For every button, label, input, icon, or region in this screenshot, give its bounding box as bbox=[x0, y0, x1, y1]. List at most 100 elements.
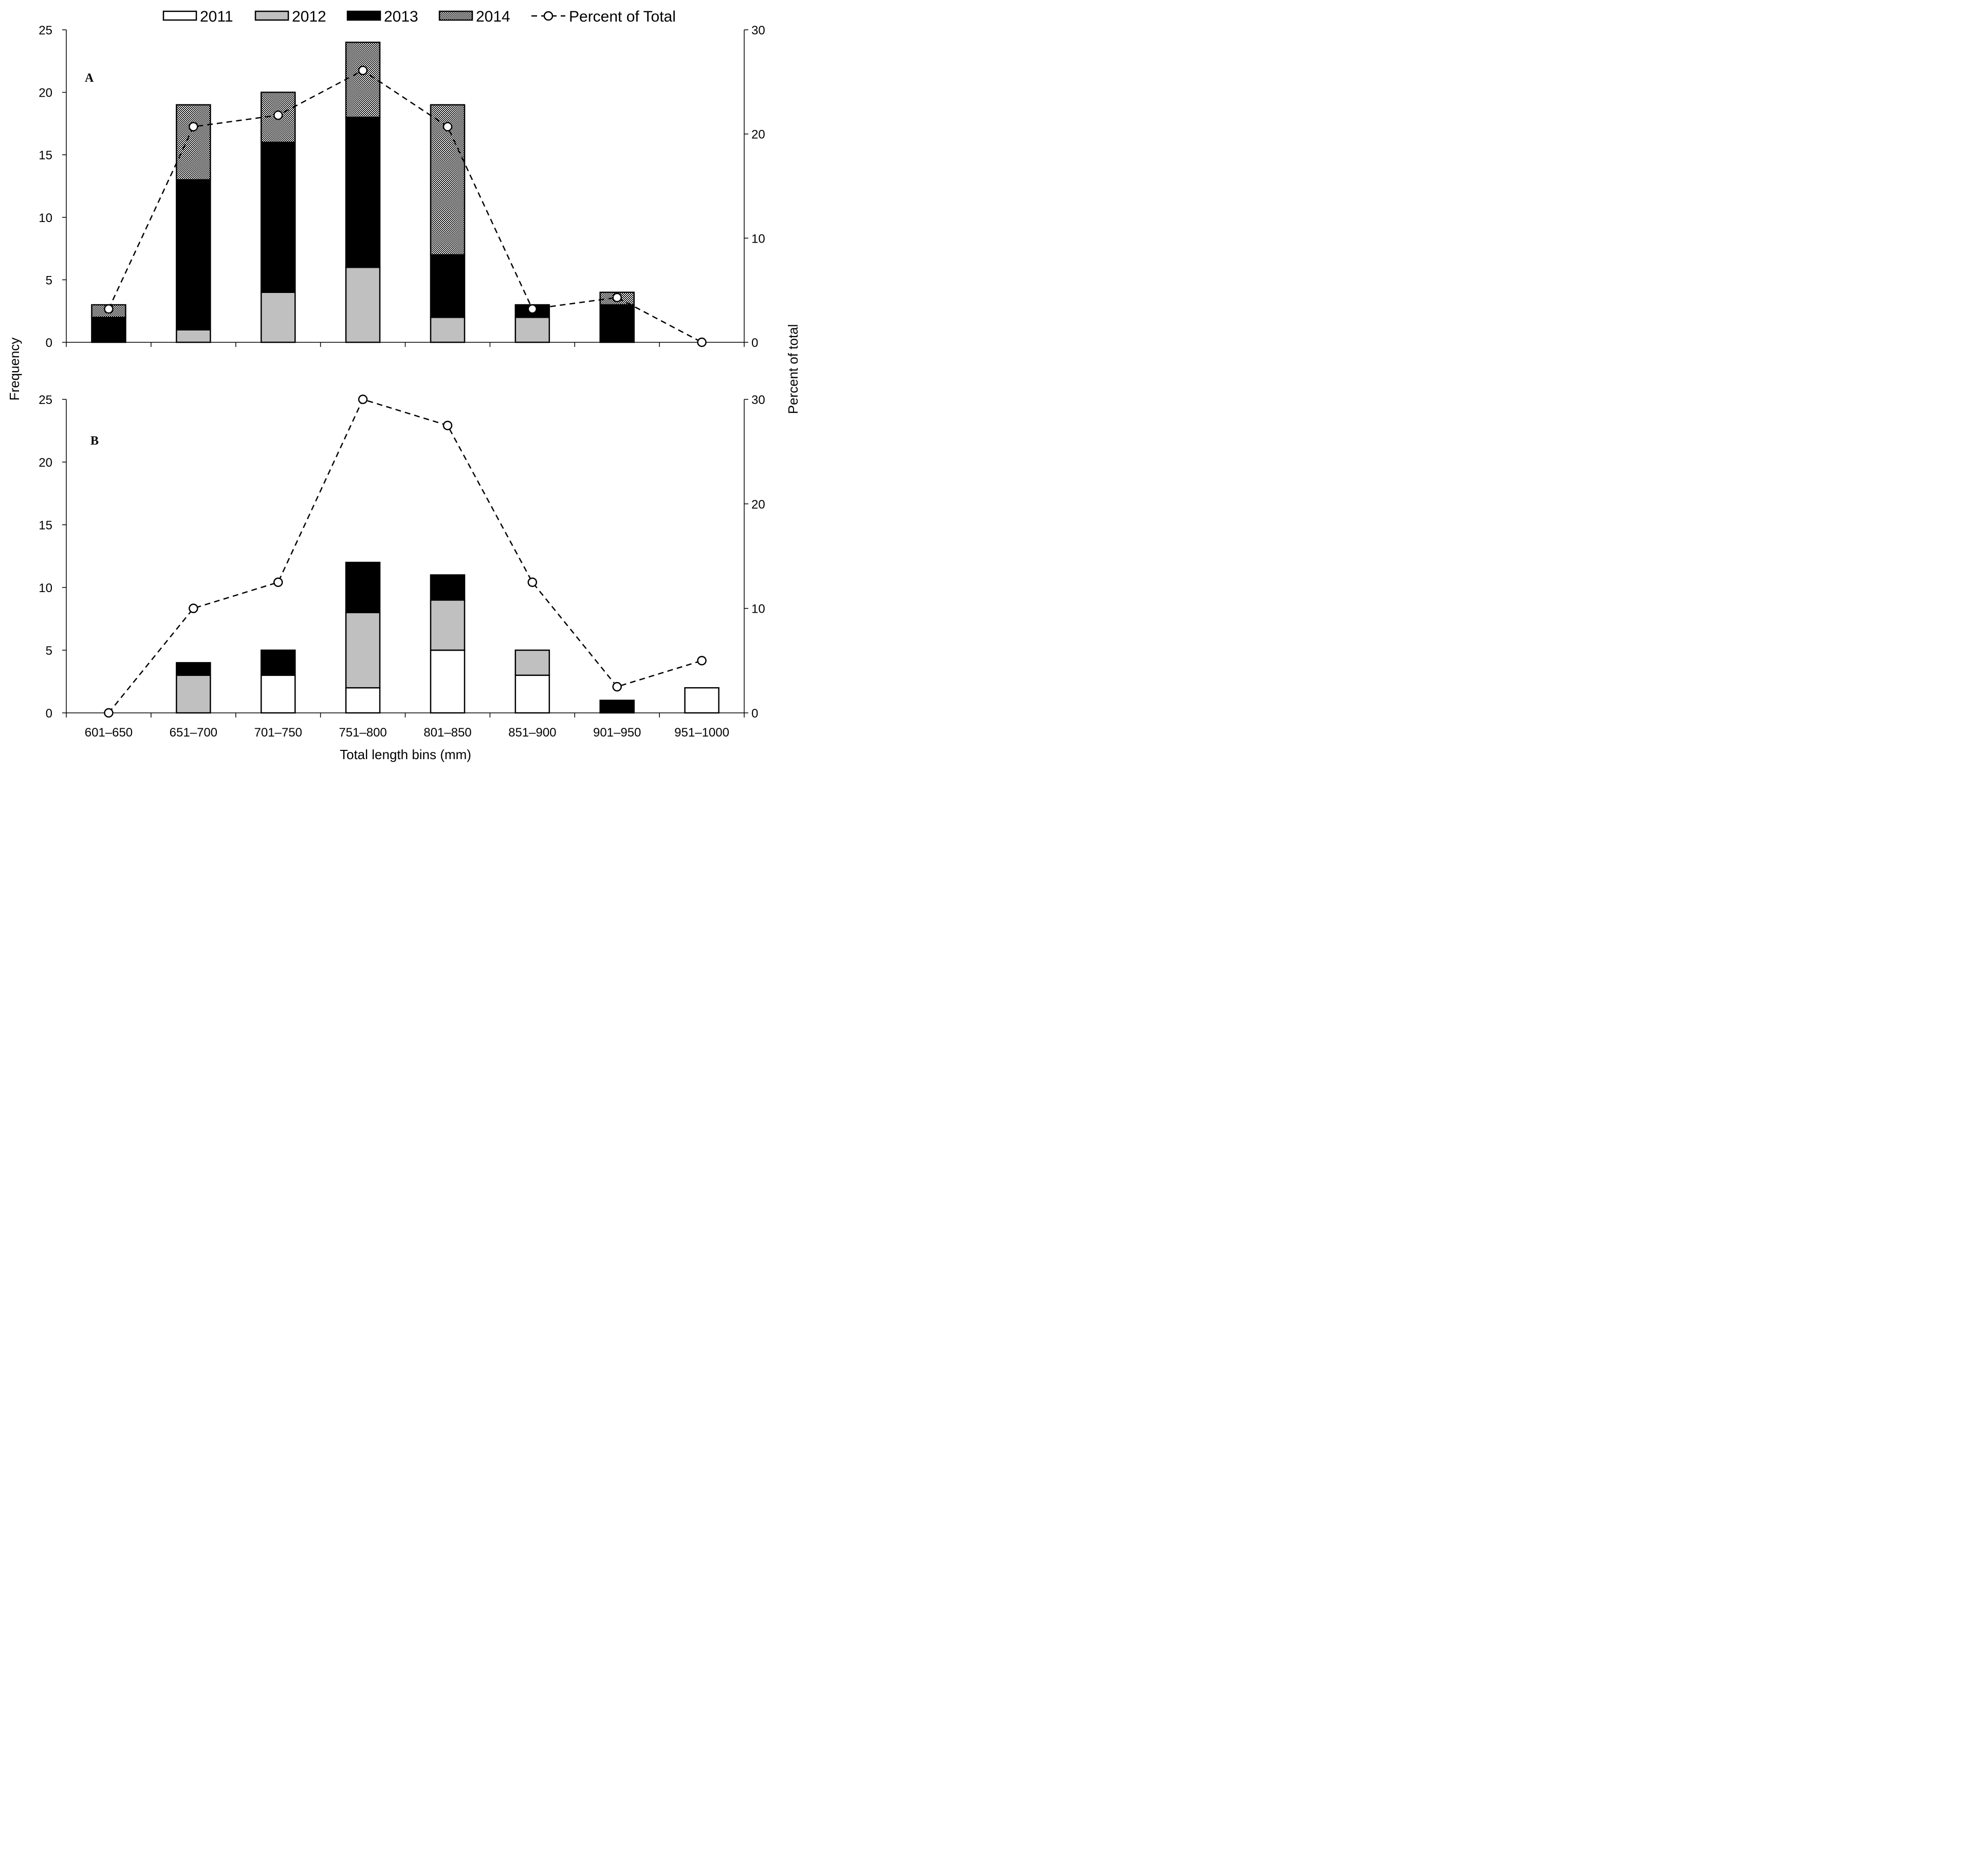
legend-label-2013: 2013 bbox=[384, 8, 418, 25]
y-tick-label-a: 20 bbox=[39, 86, 52, 100]
legend-swatch-2013 bbox=[346, 10, 381, 21]
y-tick-label-b: 5 bbox=[46, 644, 52, 658]
legend-swatch-2012 bbox=[254, 10, 289, 21]
bar-a-2013-0 bbox=[91, 317, 126, 343]
legend-item-2013: 2013 bbox=[346, 8, 418, 25]
y-tick-label-b: 25 bbox=[39, 393, 52, 407]
bar-a-2013-6 bbox=[599, 304, 635, 343]
percent-point-b-0 bbox=[104, 708, 114, 718]
figure: 2011 2012 2013 2014 Percent of Total Fre… bbox=[7, 8, 801, 762]
panel-a-bars bbox=[91, 42, 635, 343]
legend-item-2014: 2014 bbox=[438, 8, 510, 25]
bar-b-2013-3 bbox=[345, 561, 381, 614]
x-tick-label-3: 751–800 bbox=[339, 726, 386, 740]
percent-point-a-3 bbox=[358, 65, 368, 76]
legend-label-2011: 2011 bbox=[200, 8, 233, 25]
x-axis-labels: 601–650 651–700 701–750 751–800 801–850 851–9… bbox=[85, 726, 729, 740]
bar-b-2011-7 bbox=[684, 687, 720, 714]
y-tick-label-a: 5 bbox=[46, 273, 52, 287]
legend-marker-percent bbox=[543, 11, 554, 21]
panel-label-b: B bbox=[90, 434, 99, 448]
y2-tick-label-b: 30 bbox=[751, 393, 765, 407]
bar-a-2012-5 bbox=[514, 317, 550, 343]
panel-b: B 0 5 10 15 20 25 0 10 20 30 bbox=[39, 393, 765, 721]
y2-tick-label-a: 30 bbox=[751, 24, 765, 38]
percent-line-a bbox=[108, 69, 703, 343]
bar-b-2013-1 bbox=[176, 662, 211, 676]
legend-item-2011: 2011 bbox=[162, 8, 233, 25]
y-tick-label-b: 15 bbox=[39, 519, 52, 532]
percent-point-b-1 bbox=[189, 603, 198, 613]
x-tick-label-4: 801–850 bbox=[423, 726, 471, 740]
y-tick-label-b: 10 bbox=[39, 581, 52, 595]
y2-tick-label-a: 10 bbox=[751, 232, 765, 246]
legend-swatch-2011 bbox=[162, 10, 197, 21]
x-tick-label-2: 701–750 bbox=[254, 726, 302, 740]
bar-a-2012-1 bbox=[176, 329, 211, 343]
bar-a-2012-2 bbox=[260, 291, 296, 343]
percent-point-b-3 bbox=[358, 394, 368, 404]
percent-point-a-6 bbox=[612, 292, 622, 303]
y-tick-label-b: 0 bbox=[46, 707, 52, 721]
bar-a-2013-4 bbox=[430, 254, 466, 318]
y-tick-label-b: 20 bbox=[39, 456, 52, 470]
bar-a-2013-1 bbox=[176, 179, 211, 330]
panel-b-axes: 0 5 10 15 20 25 0 10 20 30 bbox=[39, 393, 765, 721]
bar-b-2013-4 bbox=[430, 574, 466, 601]
bar-b-2013-2 bbox=[260, 649, 296, 676]
percent-line-b bbox=[108, 398, 702, 713]
x-tick-label-0: 601–650 bbox=[85, 726, 133, 740]
panel-a-axes: 0 5 10 15 20 25 0 10 20 30 bbox=[39, 24, 765, 350]
legend: 2011 2012 2013 2014 Percent of Total bbox=[162, 8, 676, 25]
bar-b-2012-4 bbox=[430, 599, 466, 651]
percent-point-a-2 bbox=[273, 110, 283, 120]
y2-tick-label-a: 20 bbox=[751, 128, 765, 142]
x-tick-label-1: 651–700 bbox=[170, 726, 217, 740]
bar-a-2012-3 bbox=[345, 266, 381, 343]
bar-b-2012-3 bbox=[345, 612, 381, 689]
percent-point-a-1 bbox=[189, 122, 198, 132]
bar-b-2011-4 bbox=[430, 649, 466, 714]
bar-a-2014-1 bbox=[176, 104, 211, 181]
percent-point-b-7 bbox=[697, 656, 707, 666]
bar-a-2013-3 bbox=[345, 116, 381, 268]
percent-point-a-7 bbox=[697, 337, 707, 347]
y2-tick-label-b: 10 bbox=[751, 602, 765, 616]
y-tick-label-a: 0 bbox=[46, 336, 52, 350]
legend-label-2014: 2014 bbox=[476, 8, 510, 25]
panel-b-bars bbox=[176, 561, 720, 714]
x-tick-label-6: 901–950 bbox=[593, 726, 641, 740]
y-tick-label-a: 25 bbox=[39, 24, 52, 38]
percent-point-b-5 bbox=[527, 577, 538, 587]
bar-a-2014-3 bbox=[345, 42, 381, 118]
legend-item-2012: 2012 bbox=[254, 8, 326, 25]
y-axis-title: Frequency bbox=[7, 338, 22, 401]
bar-b-2011-5 bbox=[514, 674, 550, 714]
x-tick-label-7: 951–1000 bbox=[674, 726, 729, 740]
bar-b-2011-2 bbox=[260, 674, 296, 714]
bar-a-2013-2 bbox=[260, 141, 296, 293]
bar-b-2013-6 bbox=[599, 700, 635, 714]
x-axis-title: Total length bins (mm) bbox=[340, 747, 471, 762]
panel-a: A 0 5 10 15 20 25 0 10 20 30 bbox=[39, 24, 765, 350]
panel-b-percent-series bbox=[104, 394, 707, 718]
bar-b-2012-1 bbox=[176, 674, 211, 714]
percent-point-a-0 bbox=[104, 304, 114, 314]
panel-a-percent-series bbox=[104, 65, 707, 347]
y2-tick-label-b: 20 bbox=[751, 498, 765, 511]
y2-axis-title: Percent of total bbox=[785, 324, 801, 414]
bar-b-2012-5 bbox=[514, 649, 550, 676]
percent-point-a-4 bbox=[443, 122, 453, 132]
percent-point-b-2 bbox=[273, 577, 283, 587]
panel-label-a: A bbox=[85, 71, 94, 85]
y2-tick-label-a: 0 bbox=[751, 336, 758, 350]
legend-label-percent: Percent of Total bbox=[569, 8, 676, 25]
y-tick-label-a: 10 bbox=[39, 211, 52, 225]
y2-tick-label-b: 0 bbox=[751, 707, 758, 721]
bar-a-2012-4 bbox=[430, 317, 466, 343]
legend-label-2012: 2012 bbox=[292, 8, 326, 25]
percent-point-a-5 bbox=[527, 304, 538, 314]
legend-swatch-2014 bbox=[438, 10, 473, 21]
percent-point-b-4 bbox=[443, 420, 453, 431]
bar-b-2011-3 bbox=[345, 687, 381, 714]
